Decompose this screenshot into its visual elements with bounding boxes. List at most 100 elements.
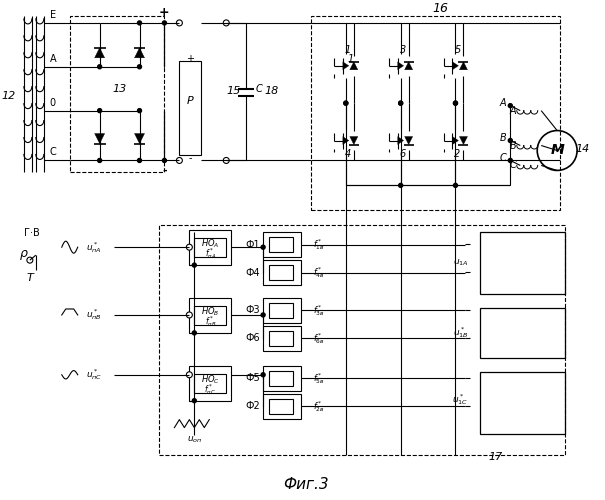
Text: $f^*_{6в}$: $f^*_{6в}$ — [313, 331, 325, 346]
Text: -: - — [162, 166, 167, 175]
Circle shape — [399, 101, 403, 105]
Text: $НО_С$: $НО_С$ — [201, 373, 220, 386]
Circle shape — [399, 184, 403, 188]
Polygon shape — [94, 48, 105, 58]
Bar — [194, 306, 226, 325]
Bar — [263, 326, 301, 351]
Circle shape — [177, 20, 182, 26]
Circle shape — [508, 158, 512, 162]
Polygon shape — [459, 136, 468, 144]
Bar — [263, 366, 301, 390]
Bar — [194, 374, 226, 392]
Text: Ф6: Ф6 — [246, 334, 261, 344]
Circle shape — [162, 21, 166, 25]
Circle shape — [137, 65, 142, 69]
Bar — [269, 265, 293, 280]
Text: ρ: ρ — [20, 246, 28, 260]
Circle shape — [454, 184, 457, 188]
Text: Ф3: Ф3 — [246, 306, 261, 316]
Text: $u^*_{пВ}$: $u^*_{пВ}$ — [86, 308, 102, 322]
Circle shape — [399, 101, 403, 105]
Polygon shape — [405, 62, 413, 70]
Circle shape — [192, 398, 197, 402]
Text: 1: 1 — [348, 54, 354, 64]
Text: $u^*_{1С}$: $u^*_{1С}$ — [453, 392, 468, 407]
Text: P: P — [187, 96, 194, 106]
Bar — [269, 398, 293, 413]
Polygon shape — [343, 62, 349, 70]
Text: 5: 5 — [454, 45, 460, 55]
Text: 13: 13 — [113, 84, 126, 94]
Text: 3: 3 — [399, 45, 406, 55]
Text: A: A — [510, 106, 517, 116]
Text: -: - — [189, 154, 192, 164]
Polygon shape — [453, 136, 459, 144]
Circle shape — [177, 158, 182, 164]
Text: $u^*_{пС}$: $u^*_{пС}$ — [85, 368, 102, 382]
Circle shape — [97, 65, 102, 69]
Circle shape — [508, 104, 512, 108]
Text: Фиг.3: Фиг.3 — [283, 477, 329, 492]
Text: Ф2: Ф2 — [246, 401, 261, 411]
Polygon shape — [343, 136, 349, 144]
Bar — [189, 366, 231, 400]
Polygon shape — [134, 134, 145, 143]
Text: C: C — [50, 148, 56, 158]
Text: 2: 2 — [454, 150, 460, 160]
Text: +: + — [186, 54, 194, 64]
Polygon shape — [350, 136, 358, 144]
Text: $НО_А$: $НО_А$ — [201, 238, 220, 250]
Text: 6: 6 — [399, 150, 406, 160]
Text: 18: 18 — [264, 86, 278, 96]
Circle shape — [27, 257, 33, 263]
Circle shape — [137, 158, 142, 162]
Text: 12: 12 — [2, 90, 16, 101]
Polygon shape — [397, 62, 404, 70]
Text: C: C — [510, 160, 517, 170]
Bar — [263, 232, 301, 257]
Circle shape — [223, 20, 229, 26]
Polygon shape — [453, 62, 459, 70]
Polygon shape — [350, 62, 358, 70]
Text: $f^*_{пВ}$: $f^*_{пВ}$ — [204, 314, 216, 329]
Circle shape — [344, 101, 348, 105]
Text: A: A — [50, 54, 56, 64]
Bar — [311, 16, 560, 210]
Text: Ф5: Ф5 — [246, 374, 261, 384]
Text: C: C — [256, 84, 263, 94]
Text: M: M — [551, 144, 564, 158]
Text: C: C — [500, 154, 506, 164]
Text: $u^*_{1В}$: $u^*_{1В}$ — [453, 326, 468, 340]
Circle shape — [261, 245, 265, 249]
Text: $НО_В$: $НО_В$ — [201, 305, 220, 318]
Bar — [269, 237, 293, 252]
Text: B: B — [500, 132, 506, 142]
Circle shape — [192, 331, 197, 335]
Text: E: E — [50, 10, 56, 20]
Bar — [480, 372, 565, 434]
Circle shape — [137, 108, 142, 112]
Text: A: A — [500, 98, 506, 108]
Text: $f^*_{4в}$: $f^*_{4в}$ — [313, 265, 325, 280]
Bar — [189, 298, 231, 333]
Bar — [179, 61, 201, 156]
Circle shape — [186, 312, 192, 318]
Polygon shape — [459, 62, 468, 70]
Text: 1: 1 — [345, 45, 351, 55]
Bar — [269, 371, 293, 386]
Circle shape — [261, 313, 265, 317]
Polygon shape — [397, 136, 404, 144]
Bar — [189, 230, 231, 265]
Text: $f^*_{пА}$: $f^*_{пА}$ — [204, 246, 216, 261]
Text: $f^*_{пС}$: $f^*_{пС}$ — [204, 382, 216, 396]
Bar — [263, 394, 301, 418]
Text: 17: 17 — [488, 452, 503, 462]
Text: B: B — [510, 140, 517, 150]
Circle shape — [344, 101, 348, 105]
Bar — [480, 232, 565, 294]
Bar — [194, 238, 226, 257]
Text: $u_{1А}$: $u_{1А}$ — [453, 258, 468, 268]
Circle shape — [186, 372, 192, 378]
Bar — [480, 308, 565, 358]
Text: $u_{оп}$: $u_{оп}$ — [186, 434, 202, 445]
